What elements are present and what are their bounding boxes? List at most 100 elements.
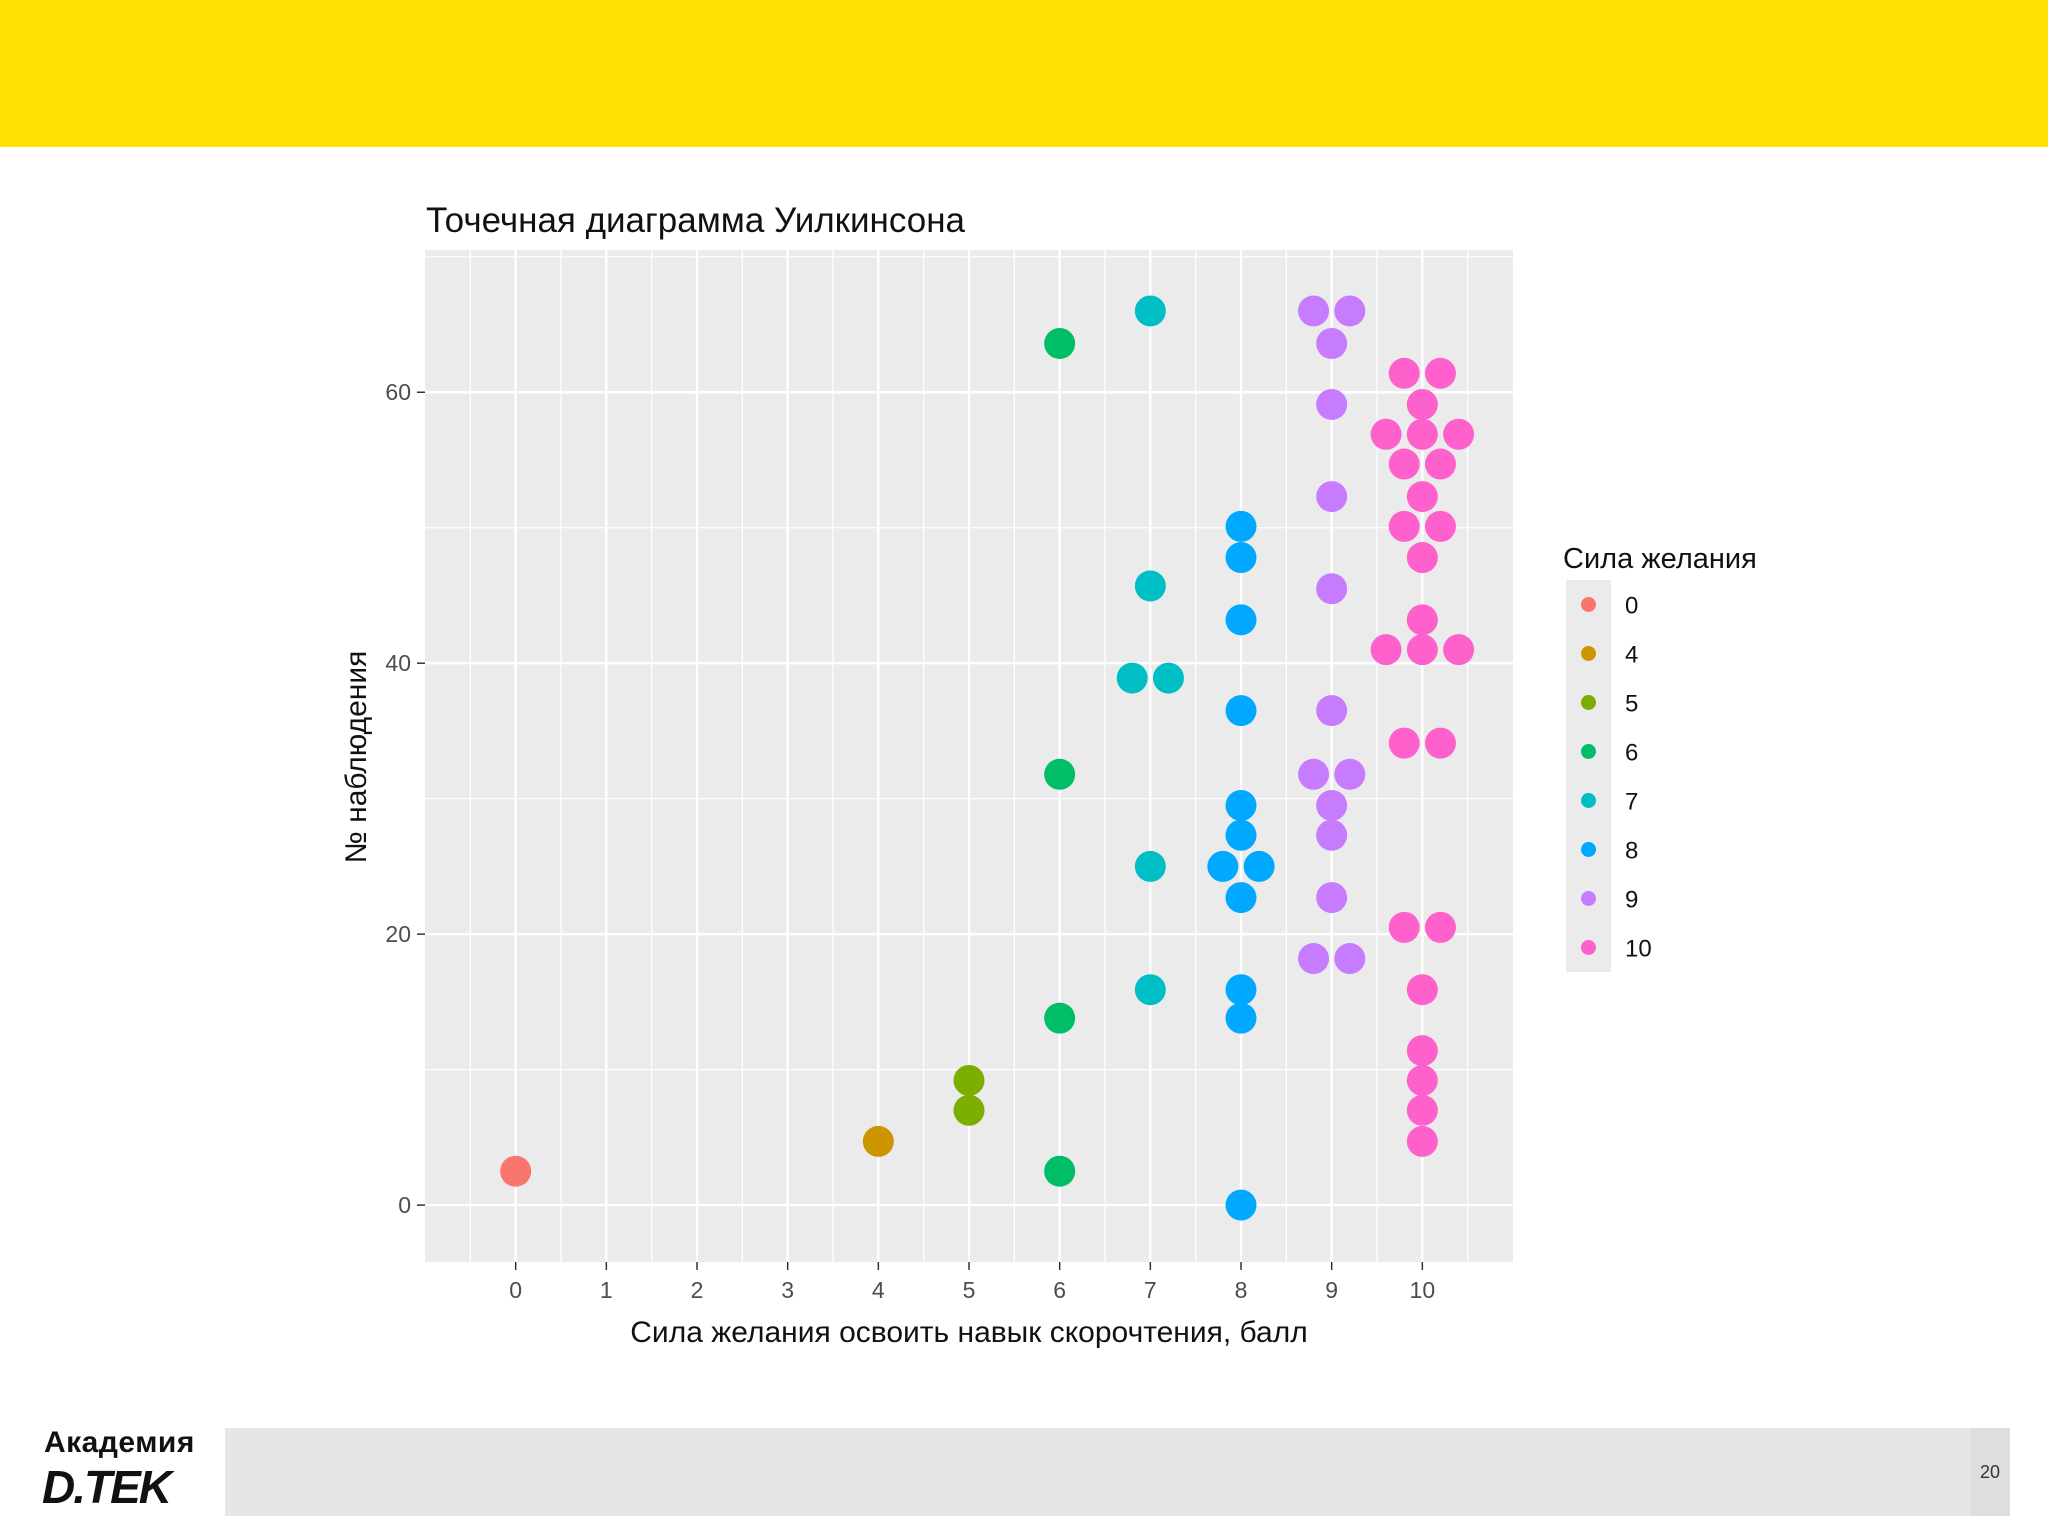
data-point-8 <box>1225 789 1257 821</box>
legend-key-5 <box>1581 695 1596 710</box>
data-point-9 <box>1334 758 1366 790</box>
data-point-8 <box>1207 850 1239 882</box>
data-point-0 <box>500 1155 532 1187</box>
data-point-8 <box>1243 850 1275 882</box>
top-banner <box>0 0 2048 147</box>
logo-text-dtek: D.TEK <box>42 1461 172 1513</box>
data-point-7 <box>1134 974 1166 1006</box>
data-point-7 <box>1116 662 1148 694</box>
data-point-6 <box>1044 1002 1076 1034</box>
data-point-9 <box>1316 882 1348 914</box>
data-point-8 <box>1225 819 1257 851</box>
data-point-8 <box>1225 1002 1257 1034</box>
data-point-10 <box>1388 911 1420 943</box>
legend-key-8 <box>1581 842 1596 857</box>
data-point-10 <box>1406 418 1438 450</box>
legend-key-4 <box>1581 646 1596 661</box>
data-point-10 <box>1388 510 1420 542</box>
data-point-9 <box>1316 481 1348 513</box>
legend-label: 7 <box>1625 789 1638 816</box>
data-point-10 <box>1424 357 1456 389</box>
legend-key-0 <box>1581 597 1596 612</box>
legend-label: 4 <box>1625 642 1638 669</box>
data-point-9 <box>1316 388 1348 420</box>
data-point-10 <box>1406 634 1438 666</box>
data-point-9 <box>1298 758 1330 790</box>
data-point-10 <box>1370 418 1402 450</box>
data-point-10 <box>1406 542 1438 574</box>
data-point-10 <box>1388 448 1420 480</box>
data-point-8 <box>1225 882 1257 914</box>
x-tick-label: 7 <box>1144 1277 1157 1303</box>
data-point-10 <box>1388 727 1420 759</box>
data-point-10 <box>1424 911 1456 943</box>
legend: Сила желания 0 4 5 6 7 8 9 10 <box>1563 543 1757 972</box>
data-point-7 <box>1134 850 1166 882</box>
y-tick-label: 20 <box>385 921 411 947</box>
legend-key-7 <box>1581 793 1596 808</box>
data-point-9 <box>1316 695 1348 727</box>
page-number: 20 <box>1970 1428 2010 1516</box>
data-point-5 <box>953 1064 985 1096</box>
x-tick-label: 0 <box>509 1277 522 1303</box>
data-point-7 <box>1152 662 1184 694</box>
data-point-10 <box>1370 634 1402 666</box>
data-point-10 <box>1406 974 1438 1006</box>
y-tick-label: 60 <box>385 379 411 405</box>
legend-label: 5 <box>1625 691 1638 718</box>
legend-key-9 <box>1581 891 1596 906</box>
x-tick-label: 8 <box>1235 1277 1248 1303</box>
data-point-10 <box>1424 727 1456 759</box>
x-tick-label: 4 <box>872 1277 885 1303</box>
data-point-9 <box>1298 943 1330 975</box>
data-point-8 <box>1225 510 1257 542</box>
data-point-10 <box>1406 1035 1438 1067</box>
y-axis-title: № наблюдения <box>340 651 373 864</box>
data-point-5 <box>953 1094 985 1126</box>
x-tick-label: 1 <box>600 1277 613 1303</box>
data-point-6 <box>1044 1155 1076 1187</box>
data-point-10 <box>1424 448 1456 480</box>
x-tick-label: 6 <box>1053 1277 1066 1303</box>
data-point-9 <box>1334 295 1366 327</box>
legend-key-6 <box>1581 744 1596 759</box>
data-point-10 <box>1406 1125 1438 1157</box>
data-point-10 <box>1406 604 1438 636</box>
data-point-6 <box>1044 758 1076 790</box>
axes: 0 1 2 3 4 5 6 7 8 9 10 0 20 40 60 <box>385 379 1435 1303</box>
data-point-9 <box>1316 573 1348 605</box>
y-tick-label: 0 <box>398 1192 411 1218</box>
x-tick-label: 3 <box>781 1277 794 1303</box>
legend-label: 0 <box>1625 593 1638 620</box>
logo-text-academy: Академия <box>44 1426 195 1459</box>
data-point-10 <box>1406 1064 1438 1096</box>
data-point-9 <box>1298 295 1330 327</box>
data-point-8 <box>1225 542 1257 574</box>
data-point-7 <box>1134 295 1166 327</box>
legend-label: 8 <box>1625 838 1638 865</box>
data-point-4 <box>862 1125 894 1157</box>
x-tick-label: 9 <box>1325 1277 1338 1303</box>
y-tick-label: 40 <box>385 650 411 676</box>
data-point-9 <box>1316 327 1348 359</box>
data-point-10 <box>1406 1094 1438 1126</box>
legend-label: 6 <box>1625 740 1638 767</box>
data-point-8 <box>1225 695 1257 727</box>
chart-title: Точечная диаграмма Уилкинсона <box>426 201 966 240</box>
legend-label: 10 <box>1625 936 1652 963</box>
chart-area: Точечная диаграмма Уилкинсона 0 1 2 3 4 5 6 7 8 9… <box>340 201 1757 1349</box>
data-point-8 <box>1225 604 1257 636</box>
x-tick-label: 10 <box>1410 1277 1436 1303</box>
data-point-10 <box>1424 510 1456 542</box>
x-tick-label: 5 <box>963 1277 976 1303</box>
legend-key-10 <box>1581 940 1596 955</box>
data-point-10 <box>1443 634 1475 666</box>
data-point-9 <box>1334 943 1366 975</box>
data-point-10 <box>1443 418 1475 450</box>
data-points <box>500 295 1475 1221</box>
data-point-9 <box>1316 819 1348 851</box>
data-point-8 <box>1225 974 1257 1006</box>
x-axis-title: Сила желания освоить навык скорочтения, … <box>630 1316 1307 1349</box>
data-point-7 <box>1134 570 1166 602</box>
data-point-6 <box>1044 327 1076 359</box>
